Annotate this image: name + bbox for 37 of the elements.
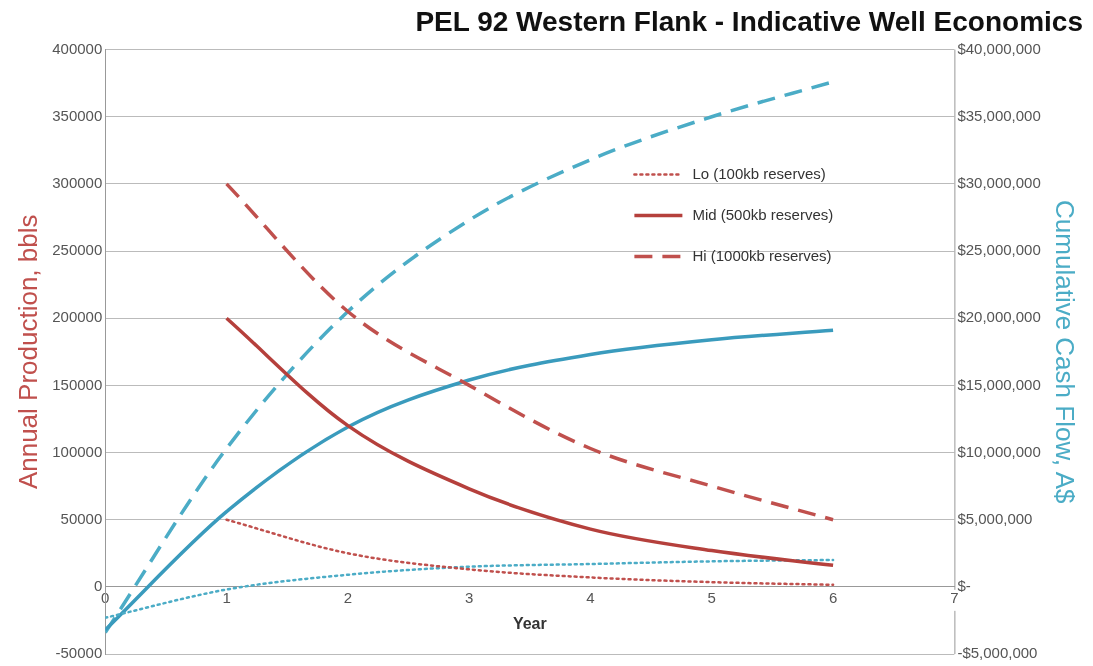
- line-series: [224, 182, 835, 522]
- y-tick-label: 200000: [52, 308, 103, 326]
- legend-label: Lo (100kb reserves): [692, 164, 826, 182]
- x-axis-title: Year: [512, 614, 547, 632]
- line-series: [225, 518, 835, 587]
- x-tick-label: 3: [465, 588, 474, 606]
- x-tick-label: 5: [707, 588, 716, 606]
- y-tick-label: 150000: [52, 375, 103, 393]
- x-tick-label: 6: [828, 588, 838, 606]
- y2-tick-label: $30,000,000: [957, 174, 1041, 192]
- y-tick-label: 400000: [52, 39, 103, 57]
- x-tick-label: 2: [343, 588, 353, 606]
- y2-tick-label: $20,000,000: [957, 308, 1041, 326]
- y2-tick-label: $25,000,000: [957, 241, 1041, 259]
- x-tick-label: 4: [586, 588, 595, 606]
- y-tick-label: -50000: [55, 644, 103, 662]
- y-axis-title: Annual Production, bbls: [12, 214, 43, 490]
- y-tick-label: 0: [93, 576, 103, 594]
- line-series: [224, 316, 835, 568]
- y2-tick-label: $35,000,000: [957, 106, 1041, 124]
- y-tick-label: 100000: [52, 442, 103, 460]
- y-tick-label: 300000: [52, 174, 103, 192]
- y2-tick-label: -$5,000,000: [957, 644, 1038, 662]
- y2-tick-label: $-: [957, 576, 971, 594]
- y-tick-label: 350000: [52, 106, 103, 124]
- x-tick-label: 7: [950, 588, 959, 606]
- y2-tick-label: $15,000,000: [957, 375, 1041, 393]
- legend-label: Hi (1000kb reserves): [692, 246, 832, 264]
- chart-title: PEL 92 Western Flank - Indicative Well Economics: [415, 5, 1083, 37]
- y2-tick-label: $5,000,000: [957, 509, 1033, 527]
- y2-axis-title: Cumulative Cash Flow, A$: [1050, 200, 1081, 505]
- legend-label: Mid (500kb reserves): [692, 205, 834, 223]
- y2-tick-label: $10,000,000: [957, 442, 1041, 460]
- y2-tick-label: $40,000,000: [957, 39, 1041, 57]
- y-tick-label: 250000: [52, 241, 103, 259]
- y-tick-label: 50000: [60, 509, 103, 527]
- x-tick-label: 1: [222, 588, 231, 606]
